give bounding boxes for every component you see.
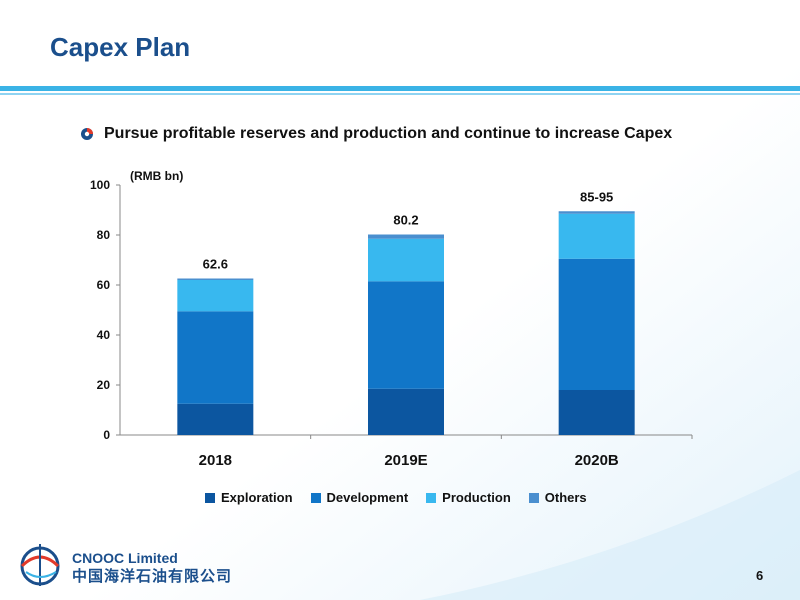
x-tick-label: 2020B (575, 452, 619, 469)
legend-swatch (426, 492, 437, 503)
company-name-cn: 中国海洋石油有限公司 (72, 568, 233, 585)
legend-swatch (205, 492, 215, 503)
bar-total-label: 62.6 (203, 257, 228, 272)
bar-segment-development (177, 311, 254, 404)
cnooc-logo-icon (20, 544, 60, 586)
legend-item-exploration: Exploration (205, 490, 293, 505)
legend-item-production: Production (426, 490, 511, 505)
legend-item-others: Others (528, 490, 587, 505)
y-tick-label: 60 (97, 278, 111, 292)
legend-label: Others (544, 490, 587, 505)
bullet-text: Pursue profitable reserves and productio… (104, 125, 673, 142)
bar-segment-development (368, 281, 444, 389)
legend-swatch (310, 492, 321, 503)
bar-total-label: 85-95 (580, 189, 613, 204)
bar-segment-exploration (558, 390, 635, 435)
legend-item-development: Development (310, 490, 409, 505)
page-number: 6 (756, 568, 764, 583)
bar-segment-development (558, 258, 635, 390)
bullet-point: Pursue profitable reserves and productio… (80, 125, 672, 143)
header-rule (0, 86, 800, 91)
bar-segment-exploration (177, 403, 254, 435)
bar-segment-production (177, 280, 254, 312)
bar-total-label: 80.2 (393, 213, 418, 228)
bar-segment-others (177, 278, 254, 280)
header-rule-thin (0, 93, 800, 95)
bar-segment-others (558, 211, 635, 214)
legend-label: Exploration (221, 490, 293, 505)
slide-title: Capex Plan (50, 32, 191, 62)
y-tick-label: 20 (97, 378, 111, 392)
bullet-logo-icon (81, 128, 93, 140)
x-tick-label: 2019E (384, 452, 427, 469)
bar-segment-production (558, 213, 635, 259)
y-tick-label: 100 (90, 178, 110, 192)
bar-segment-exploration (368, 388, 444, 435)
company-name-en: CNOOC Limited (72, 550, 178, 566)
y-tick-label: 0 (103, 428, 110, 442)
chart-legend: Exploration Development Production Others (205, 490, 587, 505)
y-tick-label: 40 (97, 328, 111, 342)
legend-label: Production (442, 490, 511, 505)
legend-label: Development (326, 490, 409, 505)
bar-segment-production (368, 238, 444, 282)
legend-swatch (528, 492, 539, 503)
bar-segment-others (368, 234, 444, 239)
x-tick-label: 2018 (199, 452, 232, 469)
y-axis-unit-label: (RMB bn) (130, 169, 183, 183)
y-tick-label: 80 (97, 228, 111, 242)
